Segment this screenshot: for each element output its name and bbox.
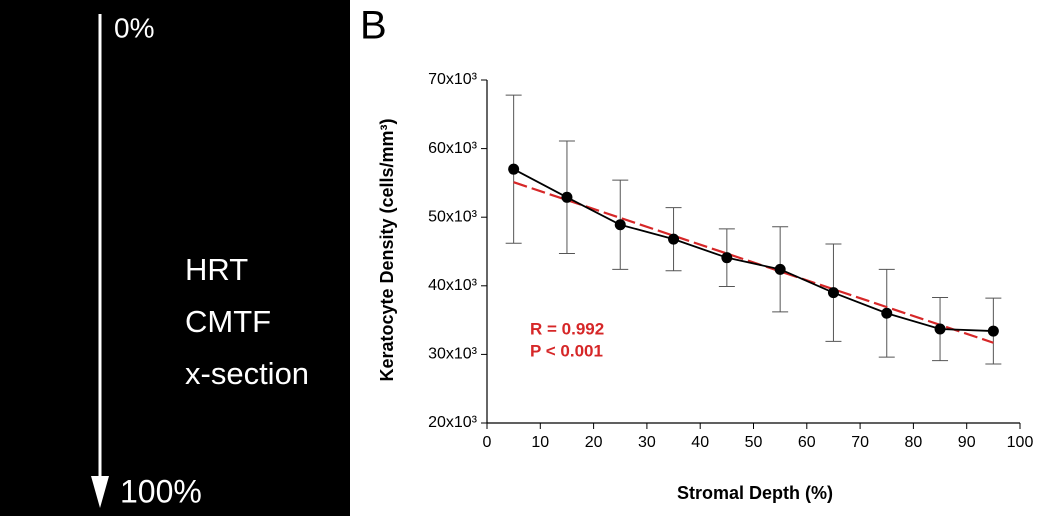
x-tick-label: 80 — [905, 434, 923, 451]
data-point — [614, 219, 626, 231]
depth-arrowhead — [91, 476, 109, 508]
panel-label: B — [360, 4, 387, 48]
data-point — [774, 263, 786, 275]
y-tick-label: 60x10³ — [428, 140, 478, 157]
y-tick-label: 40x10³ — [428, 277, 478, 294]
y-axis-label: Keratocyte Density (cells/mm³) — [377, 118, 397, 381]
data-line — [513, 168, 994, 332]
x-tick-label: 0 — [483, 434, 492, 451]
depth-label: 100% — [120, 473, 202, 509]
caption: CMTF — [185, 304, 271, 339]
x-tick-label: 70 — [851, 434, 869, 451]
panel-label: A — [6, 0, 36, 48]
y-tick-label: 70x10³ — [428, 71, 478, 88]
y-tick-label: 20x10³ — [428, 414, 478, 431]
data-point — [987, 325, 999, 337]
depth-label: 0% — [114, 12, 154, 43]
micrograph-border — [0, 0, 350, 6]
y-tick-label: 50x10³ — [428, 208, 478, 225]
data-point — [508, 163, 520, 175]
x-tick-label: 100 — [1007, 434, 1034, 451]
data-point — [881, 307, 893, 319]
panel-a: A 0% 100% HRT CMTF x-section — [0, 0, 350, 516]
data-point — [561, 191, 573, 203]
annotation: R = 0.992 — [530, 319, 604, 338]
annotation: P < 0.001 — [530, 341, 603, 360]
caption: HRT — [185, 252, 248, 287]
x-tick-label: 50 — [745, 434, 763, 451]
panel-b: B Stromal Depth (%) Keratocyte Density (… — [360, 4, 1033, 503]
data-point — [721, 252, 733, 264]
data-point — [934, 323, 946, 335]
caption: x-section — [185, 356, 309, 391]
x-tick-label: 20 — [585, 434, 603, 451]
micrograph-border — [0, 508, 350, 516]
y-tick-label: 30x10³ — [428, 346, 478, 363]
x-tick-label: 90 — [958, 434, 976, 451]
x-axis-label: Stromal Depth (%) — [677, 483, 833, 503]
micrograph-texture — [0, 6, 350, 510]
x-tick-label: 40 — [691, 434, 709, 451]
trend-line — [513, 181, 994, 344]
x-tick-label: 10 — [531, 434, 549, 451]
x-tick-label: 60 — [798, 434, 816, 451]
x-tick-label: 30 — [638, 434, 656, 451]
data-point — [827, 287, 839, 299]
data-point — [668, 233, 680, 245]
